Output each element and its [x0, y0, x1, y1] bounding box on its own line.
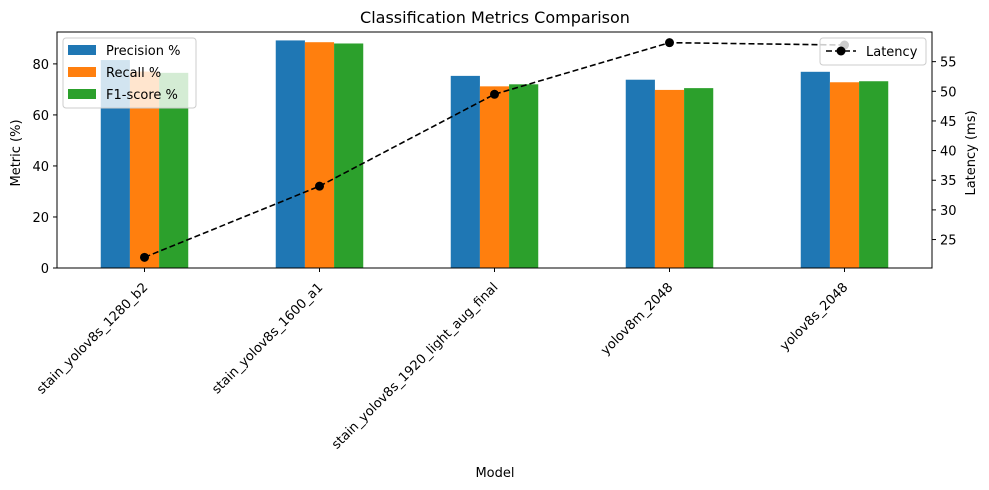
y-tick-label-right-3: 35 — [940, 174, 957, 189]
bar-1-5 — [800, 71, 830, 268]
y-tick-label-left-1: 0 — [41, 262, 49, 277]
y-tick-label-left-3: 40 — [32, 160, 49, 175]
legend-latency-label: Latency — [866, 45, 918, 60]
y-tick-label-right-2: 30 — [940, 204, 957, 219]
x-tick-label-2: stain_yolov8s_1600_a1 — [209, 280, 326, 397]
latency-point-1 — [140, 252, 149, 262]
legend-label-3: F1-score % — [106, 88, 178, 103]
y-tick-label-right-7: 55 — [940, 56, 957, 71]
y-tick-label-left-5: 80 — [32, 58, 49, 73]
bar-3-3 — [509, 84, 539, 268]
legend-metrics: Precision % Recall % F1-score % — [62, 37, 197, 109]
y-tick-label-right-6: 50 — [940, 85, 957, 100]
latency-point-3 — [490, 89, 499, 99]
legend-swatch-1 — [68, 45, 96, 55]
y-tick-label-right-1: 25 — [940, 234, 957, 249]
legend-latency-marker — [836, 46, 846, 56]
bar-1-2 — [275, 40, 305, 268]
bar-3-5 — [859, 81, 889, 268]
y-tick-label-right-4: 40 — [940, 145, 957, 160]
latency-point-2 — [315, 181, 324, 191]
bar-2-2 — [304, 42, 335, 268]
legend-label-2: Recall % — [106, 66, 161, 81]
latency-point-4 — [665, 38, 674, 48]
legend-swatch-3 — [68, 89, 96, 99]
y-axis-label-left: Metric (%) — [9, 119, 24, 186]
x-tick-label-3: stain_yolov8s_1920_light_aug_final — [329, 280, 501, 452]
y-tick-label-left-2: 20 — [32, 211, 49, 226]
x-tick-label-1: stain_yolov8s_1280_b2 — [34, 280, 151, 397]
y-axis-label-right: Latency (ms) — [964, 110, 979, 195]
bar-1-4 — [625, 79, 655, 269]
bar-2-3 — [479, 86, 510, 268]
legend-latency-frame — [819, 37, 927, 66]
bar-3-2 — [334, 43, 364, 268]
bar-2-4 — [654, 89, 685, 268]
legend-swatch-2 — [68, 67, 96, 77]
legend-metrics-frame — [62, 37, 197, 109]
chart-title: Classification Metrics Comparison — [360, 8, 630, 27]
y-tick-label-right-5: 45 — [940, 115, 957, 130]
plot-area: 0 20 40 60 80 25 30 35 40 45 50 55 stain_yolov8s_128… — [32, 31, 957, 452]
bar-1-3 — [450, 75, 480, 268]
bar-3-4 — [684, 88, 714, 268]
bar-2-5 — [829, 82, 860, 268]
x-axis-label: Model — [475, 466, 514, 481]
y-tick-label-left-4: 60 — [32, 109, 49, 124]
x-tick-label-4: yolov8m_2048 — [598, 280, 676, 358]
legend-latency: Latency — [819, 37, 927, 66]
x-tick-label-5: yolov8s_2048 — [777, 280, 851, 354]
legend-label-1: Precision % — [106, 44, 181, 59]
